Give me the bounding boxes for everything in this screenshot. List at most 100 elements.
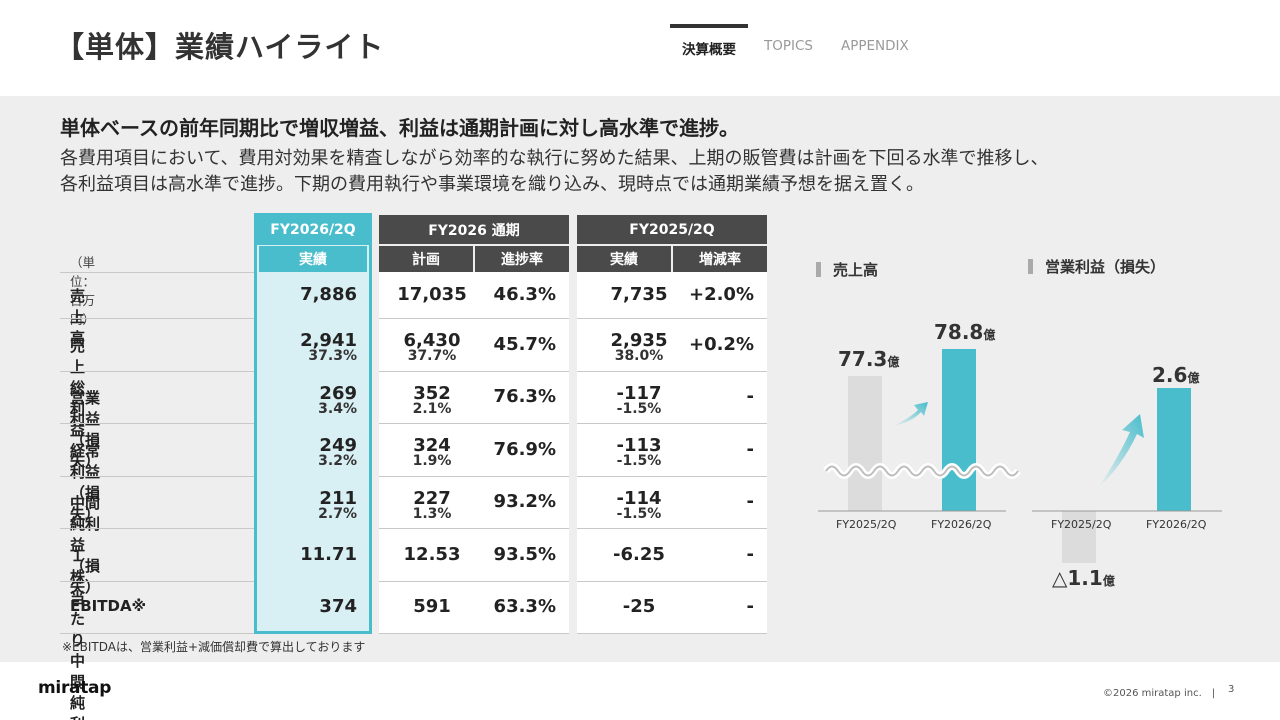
chart-title-revenue: 売上高 [816,259,878,280]
row-divider [577,581,767,582]
row-divider [379,581,569,582]
company-logo: miratap [38,678,112,698]
cell-prev-ratio: 38.0% [614,348,664,364]
cell-actual: 2,941 [300,330,357,351]
cell-change: - [746,596,754,617]
row-divider [60,633,256,634]
header-plan: 計画 [379,246,473,272]
summary-line-1: 各費用項目において、費用対効果を精査しながら効率的な執行に努めた結果、上期の販管… [60,148,1049,169]
row-divider [577,371,767,372]
cell-progress: 45.7% [493,333,556,355]
copyright: ©2026 miratap inc. | [1103,688,1216,699]
revenue-x-label-current: FY2026/2Q [931,518,992,531]
growth-arrow [893,402,928,426]
op-bar-1 [1157,388,1191,511]
cell-plan-ratio: 1.9% [412,453,452,469]
cell-prev: 2,935 [610,330,668,351]
op-bar-0 [1062,511,1096,564]
row-divider [577,318,767,319]
row-divider [379,318,569,319]
cell-plan: 12.53 [403,543,461,565]
revenue-value-current: 78.8億 [934,320,996,344]
row-divider [379,633,569,634]
chart-title-operating-profit: 営業利益（損失） [1028,256,1165,277]
header-current-actual: 実績 [259,246,367,272]
cell-actual: 249 [319,435,357,456]
prev-column-bg [577,272,767,633]
header-change: 増減率 [673,246,767,272]
cell-change: - [746,438,754,460]
row-divider [60,581,256,582]
cell-progress: 76.9% [493,438,556,460]
cell-progress: 93.5% [493,543,556,565]
cell-progress: 46.3% [493,284,556,305]
cell-change: - [746,543,754,565]
cell-prev: -113 [616,435,662,456]
nav-tab-appendix[interactable]: APPENDIX [841,38,909,54]
cell-actual-ratio: 3.4% [318,401,357,417]
revenue-bar-1 [942,349,976,511]
revenue-value-prev: 77.3億 [838,347,900,371]
nav-tab-summary[interactable]: 決算概要 [670,24,748,58]
cell-progress: 76.3% [493,386,556,407]
row-label: EBITDA※ [70,597,147,615]
current-column-bg [256,215,370,632]
row-divider [577,423,767,424]
cell-actual: 269 [319,383,357,404]
cell-plan-ratio: 1.3% [412,506,452,522]
cell-change: - [746,491,754,512]
cell-prev: -114 [616,488,662,509]
row-label: 経常利益（損失） [70,441,101,523]
chart-op-marks [1032,388,1222,564]
cell-plan: 227 [413,488,451,509]
cell-actual-ratio: 3.2% [318,453,357,469]
revenue-x-label-prev: FY2025/2Q [836,518,897,531]
op-x-label-prev: FY2025/2Q [1051,518,1112,531]
chart-revenue-marks [818,349,1021,512]
cell-plan: 6,430 [403,330,461,351]
section-nav: 決算概要 TOPICS APPENDIX [670,24,937,58]
row-divider [379,476,569,477]
cell-actual: 7,886 [300,284,357,305]
summary-line-2: 各利益項目は高水準で進捗。下期の費用執行や事業環境を織り込み、現時点では通期業績… [60,174,924,195]
cell-prev-ratio: -1.5% [616,453,662,469]
cell-actual: 211 [319,488,357,509]
cell-prev: -117 [616,383,662,404]
growth-arrow [1098,414,1144,488]
cell-change: +0.2% [688,333,754,355]
cell-actual: 11.71 [300,543,357,565]
cell-prev-ratio: -1.5% [616,506,662,522]
cell-actual: 374 [319,596,357,617]
nav-tab-topics[interactable]: TOPICS [764,38,813,54]
headline: 単体ベースの前年同期比で増収増益、利益は通期計画に対し高水準で進捗。 [60,116,739,140]
header-prev-period: FY2025/2Q [577,215,767,244]
row-label: 中間純利益（損失） [70,494,101,596]
row-divider [60,318,256,319]
row-divider [60,423,256,424]
revenue-bar-0 [848,376,882,511]
cell-plan: 591 [413,596,451,617]
footnote: ※EBITDAは、営業利益+減価償却費で算出しております [62,640,366,654]
cell-prev-ratio: -1.5% [616,401,662,417]
page-title: 【単体】業績ハイライト [55,30,385,64]
axis-break-wave [825,465,1019,477]
row-divider [379,423,569,424]
header-prev-actual: 実績 [577,246,671,272]
cell-actual-ratio: 2.7% [318,506,357,522]
cell-prev: -6.25 [613,543,665,565]
row-divider [379,371,569,372]
plan-column-bg [379,272,569,633]
header-plan-period: FY2026 通期 [379,215,569,244]
op-x-label-current: FY2026/2Q [1146,518,1207,531]
op-value-current: 2.6億 [1152,363,1200,387]
row-divider [60,528,256,529]
cell-progress: 93.2% [493,491,556,512]
cell-plan: 324 [413,435,451,456]
cell-change: +2.0% [688,284,754,305]
header-current-period: FY2026/2Q [256,215,370,245]
cell-prev: 7,735 [610,284,668,305]
row-divider [577,476,767,477]
row-divider [577,633,767,634]
